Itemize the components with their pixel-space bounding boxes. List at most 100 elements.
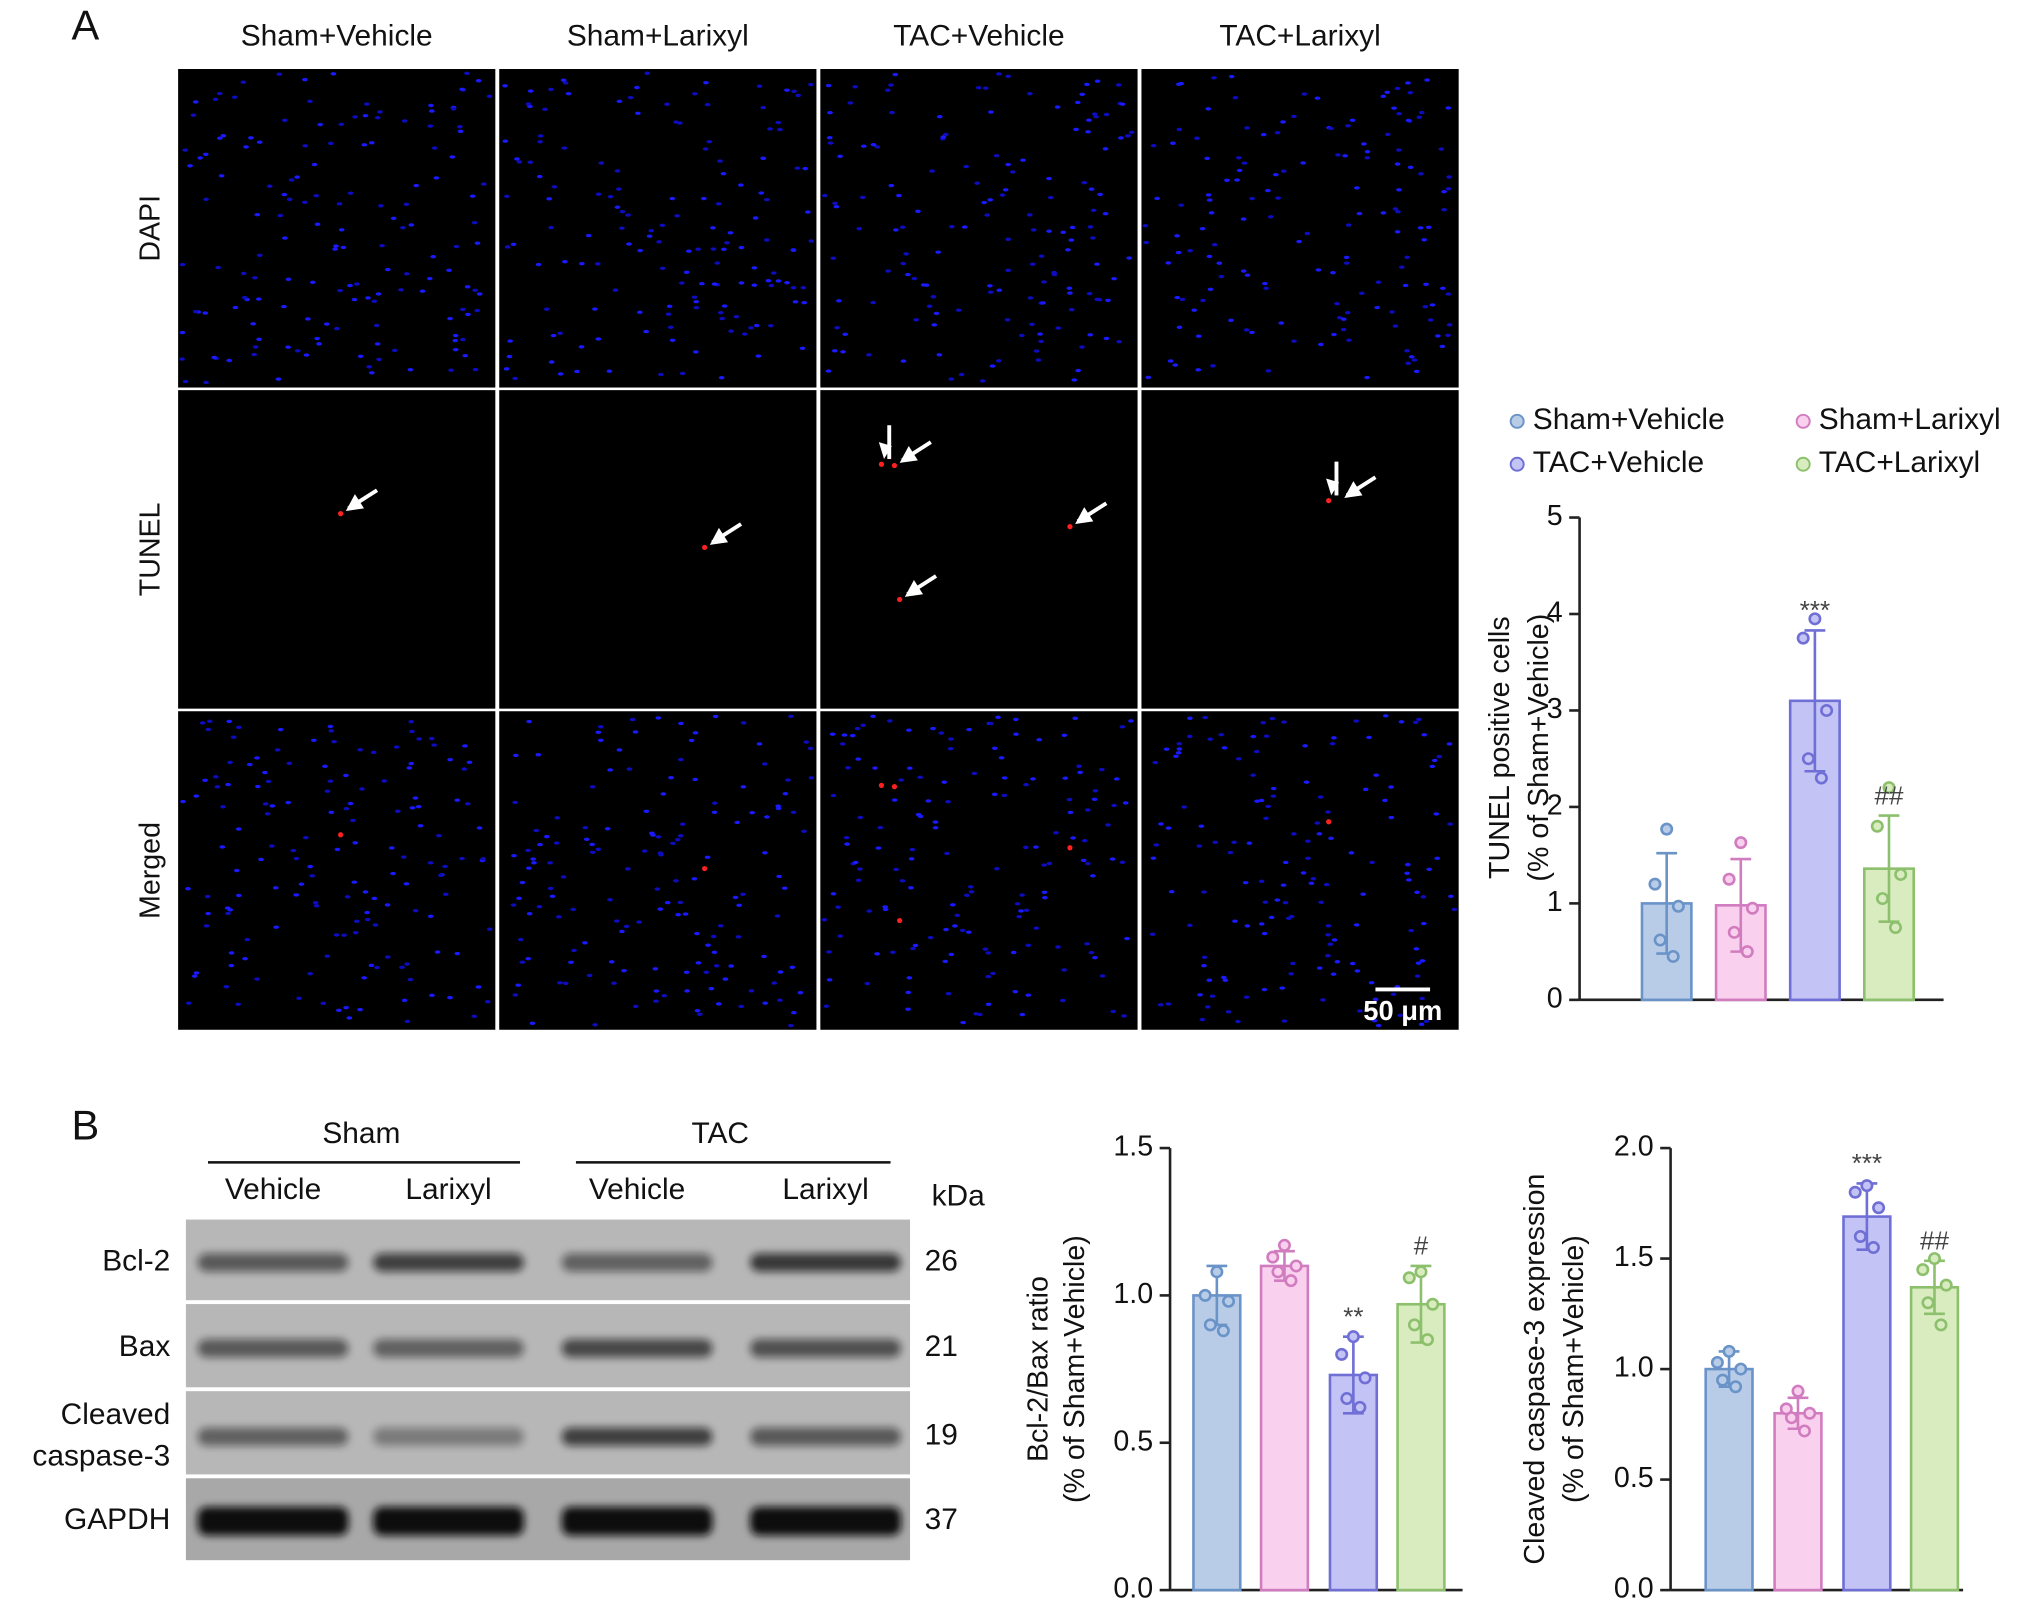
nucleus	[1429, 764, 1436, 769]
nucleus	[1236, 156, 1242, 160]
nucleus	[842, 332, 849, 336]
nucleus	[526, 866, 532, 870]
nucleus	[586, 973, 593, 978]
nucleus	[932, 826, 939, 830]
nucleus	[1187, 249, 1194, 253]
nucleus	[740, 721, 747, 725]
nucleus	[1186, 734, 1193, 739]
nucleus	[927, 935, 934, 940]
nucleus	[431, 146, 438, 150]
nucleus	[845, 766, 851, 770]
nucleus	[722, 977, 729, 981]
nucleus	[1055, 326, 1062, 330]
nucleus	[472, 288, 478, 293]
nucleus	[1019, 1012, 1026, 1017]
nucleus	[400, 855, 407, 859]
nucleus	[1030, 777, 1036, 781]
nucleus	[653, 989, 660, 993]
nucleus	[1206, 254, 1213, 259]
nucleus	[941, 780, 948, 784]
nucleus	[913, 318, 920, 322]
nucleus	[565, 91, 572, 96]
band-label: Cleaved	[61, 1398, 171, 1431]
nucleus	[1111, 277, 1117, 281]
nucleus	[1124, 936, 1130, 941]
nucleus	[338, 228, 345, 232]
nucleus	[733, 315, 740, 319]
nucleus	[753, 323, 760, 328]
nucleus	[1005, 162, 1011, 167]
nucleus	[1440, 286, 1446, 291]
nucleus	[1191, 308, 1198, 312]
nucleus	[706, 140, 713, 144]
nucleus	[1068, 238, 1075, 242]
nucleus	[1207, 287, 1214, 292]
nucleus	[728, 329, 734, 333]
nucleus	[777, 127, 783, 132]
nucleus	[527, 89, 534, 93]
nucleus	[225, 911, 231, 916]
nucleus	[658, 372, 664, 377]
nucleus	[942, 959, 949, 964]
nucleus	[1211, 76, 1217, 80]
nucleus	[1354, 969, 1361, 973]
nucleus	[611, 981, 617, 985]
nucleus	[537, 842, 543, 847]
data-point	[1210, 1265, 1224, 1279]
nucleus	[362, 114, 369, 118]
nucleus	[940, 135, 947, 139]
nucleus	[419, 289, 426, 293]
nucleus	[710, 934, 717, 939]
data-point	[1340, 1392, 1354, 1406]
nucleus	[696, 1012, 703, 1017]
nucleus	[1176, 127, 1183, 132]
data-point	[1734, 836, 1748, 850]
nucleus	[334, 326, 340, 331]
nucleus	[1195, 334, 1202, 338]
nucleus	[213, 775, 219, 779]
nucleus	[464, 802, 471, 806]
nucleus	[1364, 150, 1371, 154]
nucleus	[179, 357, 185, 361]
data-point	[1939, 1278, 1953, 1292]
nucleus	[312, 900, 319, 905]
nucleus	[352, 841, 359, 845]
nucleus	[775, 806, 782, 811]
nucleus	[244, 937, 251, 942]
nucleus	[269, 844, 275, 848]
nucleus	[510, 242, 517, 246]
nucleus	[334, 847, 341, 852]
nucleus	[976, 1012, 983, 1017]
nucleus	[427, 124, 434, 128]
nucleus	[1263, 734, 1270, 738]
nucleus	[548, 360, 555, 364]
y-axis-label: (% of Sham+Vehicle)	[1059, 1235, 1091, 1503]
nucleus	[830, 793, 837, 798]
nucleus	[290, 848, 297, 853]
data-point	[1710, 1355, 1724, 1369]
nucleus	[712, 714, 719, 719]
nucleus	[1126, 256, 1133, 260]
band-label: Bax	[119, 1330, 171, 1363]
nucleus	[1405, 361, 1412, 366]
nucleus	[991, 792, 998, 797]
data-point	[1734, 1362, 1748, 1376]
nucleus	[623, 924, 630, 929]
nucleus	[399, 965, 405, 970]
nucleus	[1318, 342, 1324, 347]
nucleus	[1389, 310, 1395, 314]
nucleus	[256, 337, 262, 342]
nucleus	[874, 952, 880, 956]
nucleus	[227, 908, 234, 912]
nucleus	[692, 777, 699, 782]
nucleus	[394, 809, 401, 813]
nucleus	[1281, 1019, 1288, 1023]
column-header: Sham+Vehicle	[241, 20, 433, 53]
nucleus	[1165, 261, 1172, 265]
nucleus	[821, 918, 828, 922]
nucleus	[1382, 714, 1389, 718]
nucleus	[1232, 919, 1238, 923]
data-point	[1784, 1411, 1798, 1425]
nucleus	[370, 750, 377, 755]
nucleus	[1291, 114, 1297, 119]
